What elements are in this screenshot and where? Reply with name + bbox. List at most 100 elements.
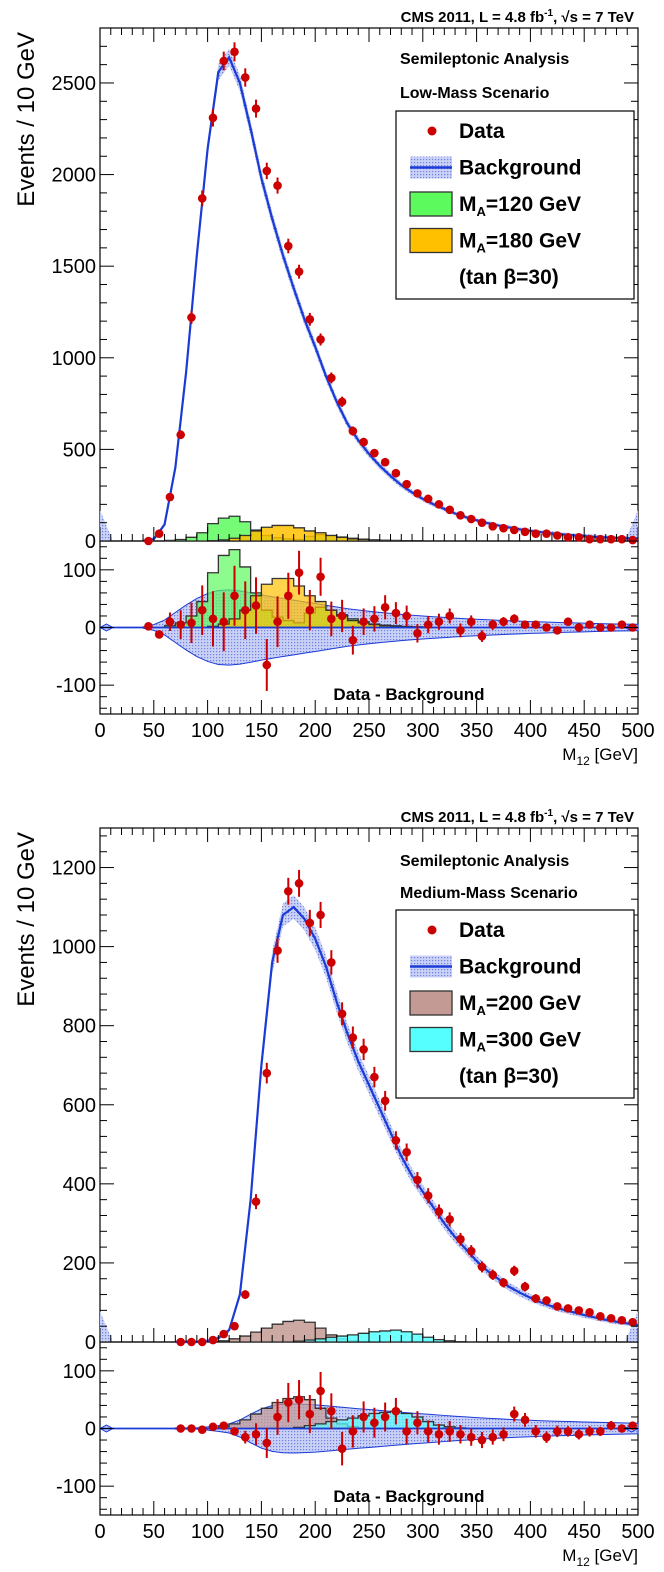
y-tick-label: 1200 — [52, 858, 97, 880]
legend-signal2-label-part: M — [459, 230, 477, 253]
x-tick-label: 200 — [299, 1521, 332, 1543]
x-tick-label: 50 — [143, 720, 165, 742]
legend-signal2-label-part: =300 GeV — [486, 1029, 581, 1052]
legend-signal1-label-part: =200 GeV — [486, 992, 581, 1015]
residual-point — [617, 620, 627, 629]
data-point — [316, 910, 325, 920]
residual-point — [617, 1424, 627, 1433]
legend-signal1-label-part: =120 GeV — [486, 193, 581, 216]
data-point — [606, 534, 616, 544]
residual-label: Data - Background — [333, 685, 484, 704]
residual-label-part: Data - Background — [333, 685, 484, 704]
x-tick-label: 350 — [460, 720, 493, 742]
residual-point — [531, 1427, 541, 1436]
residual-point — [596, 1427, 605, 1436]
analysis-label-part: Semileptonic Analysis — [400, 853, 569, 870]
x-tick-label: 50 — [143, 1521, 165, 1543]
residual-point — [477, 631, 487, 641]
data-point — [509, 525, 519, 535]
data-point — [380, 1096, 390, 1106]
x-tick-label: 500 — [621, 1521, 654, 1543]
data-point — [520, 527, 530, 537]
y-tick-label: 2500 — [52, 73, 97, 95]
residual-point — [520, 1415, 530, 1425]
data-point — [617, 534, 627, 544]
data-point — [294, 879, 304, 888]
data-point — [477, 518, 487, 527]
scenario-label-part: Medium-Mass Scenario — [400, 885, 578, 902]
data-point — [230, 47, 239, 57]
residual-point — [542, 623, 551, 632]
data-point — [553, 531, 562, 540]
residual-point — [144, 622, 153, 631]
data-point — [520, 1282, 530, 1291]
residual-point — [563, 617, 573, 627]
data-point — [359, 437, 368, 447]
data-point — [542, 1296, 551, 1305]
legend-signal2-label-part: =180 GeV — [486, 230, 581, 253]
data-point — [574, 1306, 584, 1315]
data-point — [488, 522, 498, 531]
data-point — [434, 1207, 444, 1216]
legend-signal1-label: MA=200 GeV — [459, 992, 581, 1018]
residual-point — [230, 591, 239, 601]
x-tick-label: 150 — [245, 1521, 278, 1543]
residual-point — [423, 620, 433, 629]
data-point — [617, 1315, 627, 1325]
residual-point — [197, 605, 207, 615]
residual-point — [230, 1427, 239, 1436]
residual-point — [370, 1418, 379, 1428]
background-band-edge — [100, 510, 113, 541]
data-point — [327, 373, 336, 383]
residual-point — [553, 626, 562, 635]
y-axis-label: Events / 10 GeV — [13, 32, 40, 207]
cms-header-part: -1 — [544, 808, 553, 819]
residual-point — [413, 628, 422, 638]
x-axis-label: M12 [GeV] — [562, 1546, 638, 1569]
data-point — [628, 1317, 637, 1327]
legend-signal2-label: MA=300 GeV — [459, 1029, 581, 1055]
x-tick-label: 400 — [514, 720, 547, 742]
data-point — [305, 918, 315, 928]
residual-point — [585, 620, 594, 629]
legend-signal2-swatch — [409, 1026, 453, 1053]
cms-header-part: CMS 2011, L = 4.8 fb — [401, 9, 545, 26]
residual-point — [305, 1409, 315, 1419]
legend-data-label-part: Data — [459, 919, 505, 942]
residual-point — [219, 1421, 229, 1430]
panel-medium-mass: 0 50 100 150 200 250 300 350 400 450 500 0 200 400 600… — [13, 808, 655, 1569]
residual-point — [520, 620, 530, 629]
x-tick-label: 250 — [352, 1521, 385, 1543]
residual-signal2-histogram — [206, 577, 434, 629]
residual-point — [337, 611, 347, 621]
residual-point — [348, 1427, 358, 1436]
data-point — [165, 492, 175, 502]
residual-point — [402, 1427, 411, 1436]
data-point — [337, 1009, 347, 1019]
legend-signal2-label-part: A — [477, 1040, 487, 1055]
x-tick-label: 300 — [406, 720, 439, 742]
residual-y-tick-label: 0 — [85, 1419, 96, 1441]
residual-point — [359, 1412, 368, 1422]
legend-background-label: Background — [459, 956, 582, 979]
residual-point — [176, 620, 185, 629]
legend-data-marker — [427, 925, 437, 935]
legend-signal1-label-part: A — [477, 1003, 487, 1018]
residual-point — [574, 1429, 584, 1439]
legend-signal2-swatch — [409, 227, 453, 254]
data-point — [563, 533, 573, 542]
x-axis-label-part: M — [562, 745, 576, 764]
legend-signal1-label-part: M — [459, 193, 477, 216]
residual-point — [402, 611, 411, 621]
y-tick-label: 500 — [63, 439, 96, 461]
residual-point — [563, 1427, 573, 1436]
residual-point — [466, 617, 476, 627]
panel-low-mass: 0 50 100 150 200 250 300 350 400 450 5000500100015… — [13, 8, 655, 768]
data-point — [380, 457, 390, 467]
cms-header-part: CMS 2011, L = 4.8 fb — [401, 809, 545, 826]
data-point — [240, 73, 250, 82]
data-point — [176, 1337, 185, 1347]
residual-y-tick-label: 100 — [63, 1361, 96, 1383]
data-point — [262, 166, 272, 176]
x-tick-label: 350 — [460, 1521, 493, 1543]
